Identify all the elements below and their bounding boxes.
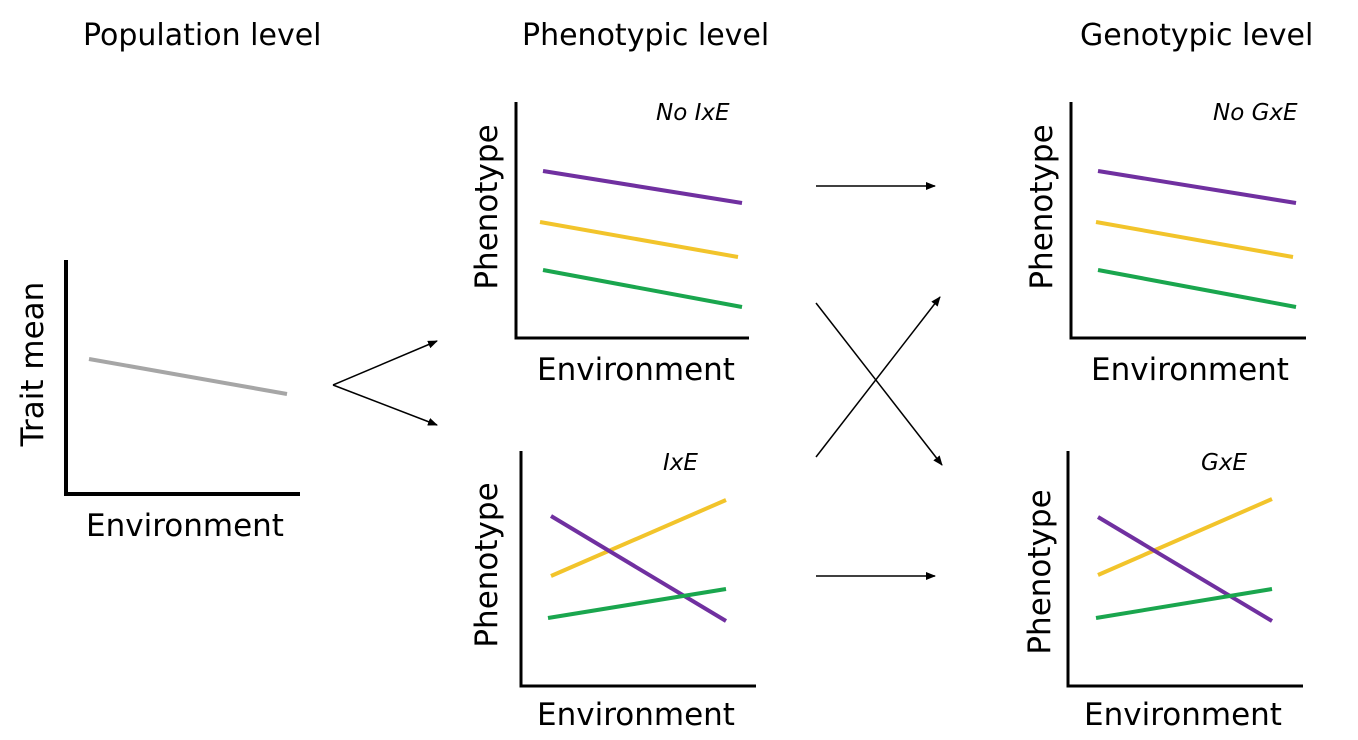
geno-gxe-tag: GxE <box>1201 450 1247 476</box>
geno-no-gxe-plot <box>1069 102 1306 340</box>
arrow-no-ixe-to-gxe <box>815 302 943 466</box>
pheno-ixe-plot <box>519 451 756 688</box>
geno-no-gxe-yellow-line <box>1095 220 1294 259</box>
geno-no-gxe-purple-line <box>1097 169 1297 205</box>
pheno-no-ixe-plot <box>514 102 749 340</box>
geno-no-gxe-x-label: Environment <box>1091 352 1289 388</box>
population-x-label: Environment <box>86 508 284 544</box>
pheno-ixe-yellow-line <box>550 498 727 578</box>
pheno-ixe-x-label: Environment <box>537 697 735 733</box>
pheno-no-ixe-tag: No IxE <box>656 100 730 126</box>
pheno-ixe-purple-line <box>549 514 728 623</box>
arrows <box>332 182 943 580</box>
geno-gxe-purple-line <box>1096 515 1274 623</box>
geno-gxe-yellow-line <box>1097 497 1273 577</box>
geno-gxe-green-line <box>1095 587 1273 620</box>
pheno-ixe-tag: IxE <box>663 450 698 476</box>
pheno-no-ixe-purple-line <box>542 169 743 205</box>
pheno-ixe-green-line <box>547 587 727 620</box>
geno-gxe-axes <box>1066 451 1303 688</box>
heading-genotypic-level: Genotypic level <box>1080 18 1314 53</box>
heading-population-level: Population level <box>83 18 322 53</box>
geno-gxe-x-label: Environment <box>1084 697 1282 733</box>
pheno-no-ixe-y-label: Phenotype <box>469 124 505 290</box>
pheno-ixe-axes <box>519 451 756 688</box>
population-axes <box>64 260 300 496</box>
pheno-no-ixe-yellow-line <box>539 220 739 259</box>
geno-gxe-y-label: Phenotype <box>1022 489 1058 655</box>
heading-phenotypic-level: Phenotypic level <box>522 18 770 53</box>
geno-no-gxe-tag: No GxE <box>1213 100 1298 126</box>
trait-mean-line <box>88 357 288 396</box>
geno-no-gxe-axes <box>1069 102 1306 340</box>
population-y-label: Trait mean <box>15 281 51 447</box>
geno-no-gxe-green-line <box>1097 268 1297 309</box>
pheno-no-ixe-green-line <box>542 268 743 309</box>
geno-no-gxe-y-label: Phenotype <box>1024 124 1060 290</box>
pheno-no-ixe-x-label: Environment <box>537 352 735 388</box>
population-level-plot <box>64 260 300 496</box>
geno-gxe-plot <box>1066 451 1303 688</box>
arrow-population-to-no-ixe <box>332 340 438 386</box>
pheno-ixe-y-label: Phenotype <box>469 482 505 648</box>
pheno-no-ixe-axes <box>514 102 749 340</box>
arrow-ixe-to-no-gxe <box>815 296 941 458</box>
arrow-population-to-ixe <box>332 384 438 426</box>
